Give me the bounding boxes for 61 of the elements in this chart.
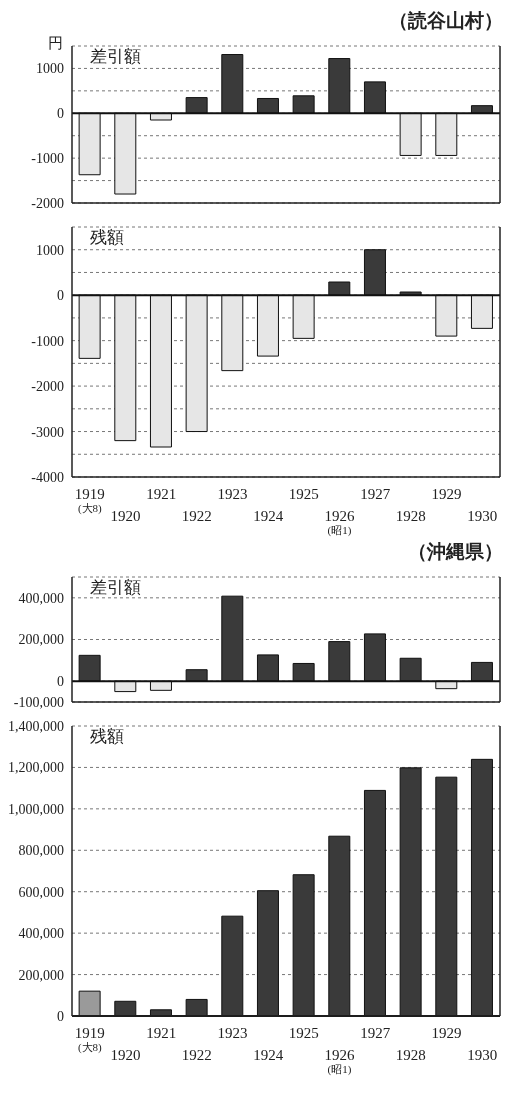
y-tick-label: 0	[57, 106, 64, 122]
y-axis-title: 円	[48, 35, 63, 51]
bar	[292, 874, 315, 1016]
y-tick-label: -1000	[31, 151, 64, 167]
x-tick-label: 1922	[181, 1047, 212, 1063]
x-tick-label: 1924	[253, 1047, 284, 1063]
x-tick-label: 1921	[146, 1025, 177, 1041]
bar	[114, 1000, 137, 1016]
y-tick-label: -2000	[31, 379, 64, 395]
x-tick-label: 1930	[467, 1047, 498, 1063]
x-tick-label: 1922	[181, 508, 212, 524]
y-tick-label: -1000	[31, 333, 64, 349]
bar	[399, 767, 422, 1016]
x-tick-label: 1929	[431, 486, 462, 502]
x-tick-label: 1923	[217, 1025, 248, 1041]
y-tick-label: 1,200,000	[8, 760, 64, 776]
y-tick-label: 600,000	[18, 884, 64, 900]
bar	[78, 990, 101, 1016]
bar	[256, 890, 279, 1016]
y-tick-label: 1,400,000	[8, 718, 64, 734]
bar	[328, 835, 351, 1016]
bar	[363, 789, 386, 1016]
y-tick-label: -4000	[31, 469, 64, 485]
x-tick-label: 1925	[288, 1025, 319, 1041]
chart-subtitle: （読谷山村）	[388, 8, 503, 33]
x-tick-label: 1920	[110, 508, 141, 524]
y-tick-label: 1000	[36, 61, 64, 77]
y-tick-label: 400,000	[18, 926, 64, 942]
x-tick-label: 1928	[395, 1047, 426, 1063]
y-tick-label: 0	[57, 674, 64, 690]
bar	[470, 758, 493, 1016]
bar	[221, 915, 244, 1016]
x-tick-label: 1921	[146, 486, 177, 502]
x-tick-label: 1927	[360, 1025, 391, 1041]
x-tick-label: 1920	[110, 1047, 141, 1063]
y-tick-label: 800,000	[18, 843, 64, 859]
chart-title: 残額	[90, 726, 124, 746]
x-tick-label: 1925	[288, 486, 319, 502]
y-tick-label: -100,000	[13, 694, 64, 710]
y-tick-label: 0	[57, 288, 64, 304]
x-tick-label: 1929	[431, 1025, 462, 1041]
y-tick-label: 1,000,000	[8, 801, 64, 817]
chart-title: 差引額	[90, 46, 141, 66]
y-tick-label: 1000	[36, 242, 64, 258]
bar	[435, 776, 458, 1016]
y-tick-label: -2000	[31, 195, 64, 211]
bar	[149, 1009, 172, 1016]
x-tick-label: 1924	[253, 508, 284, 524]
chart-title: 残額	[90, 227, 124, 247]
y-tick-label: 400,000	[18, 590, 64, 606]
x-tick-label: 1923	[217, 486, 248, 502]
y-tick-label: 0	[57, 1008, 64, 1024]
y-tick-label: 200,000	[18, 632, 64, 648]
y-tick-label: 200,000	[18, 967, 64, 983]
chart-subtitle: （沖縄県）	[407, 539, 503, 564]
x-tick-label: 1927	[360, 486, 391, 502]
chart-title: 差引額	[90, 577, 141, 597]
bar	[185, 998, 208, 1016]
x-tick-label: 1930	[467, 508, 498, 524]
x-tick-label: 1928	[395, 508, 426, 524]
y-tick-label: -3000	[31, 424, 64, 440]
